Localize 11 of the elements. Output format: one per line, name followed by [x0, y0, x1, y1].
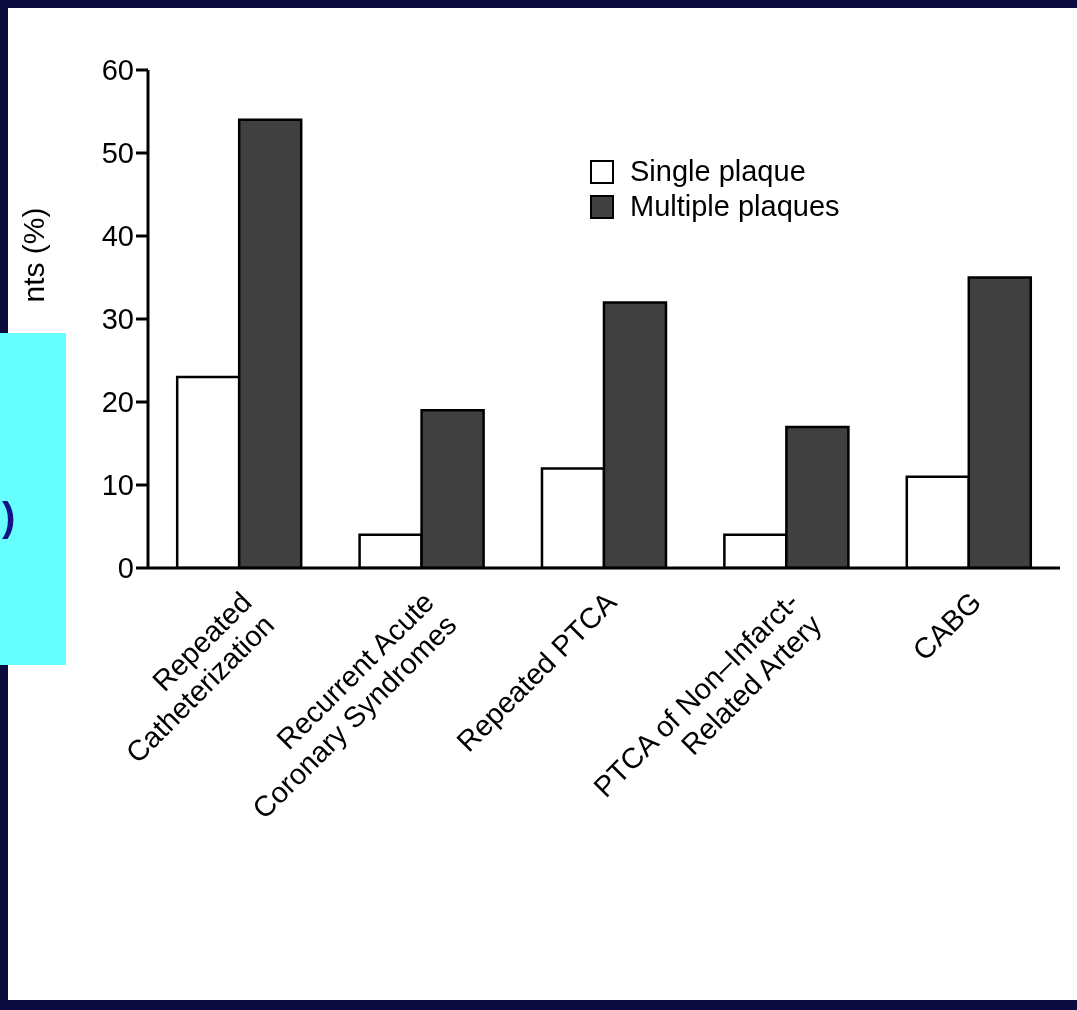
y-tick-label: 60: [101, 54, 134, 87]
y-tick-label: 0: [117, 552, 134, 585]
legend-label: Multiple plaques: [630, 190, 840, 223]
y-tick-label: 50: [101, 137, 134, 170]
y-tick-label: 10: [101, 469, 134, 502]
legend-label: Single plaque: [630, 155, 806, 188]
y-tick-label: 30: [101, 303, 134, 336]
y-axis-title: nts (%): [17, 207, 50, 303]
text: ): [2, 495, 16, 540]
y-tick-label: 40: [101, 220, 134, 253]
y-tick-label: 20: [101, 386, 134, 419]
